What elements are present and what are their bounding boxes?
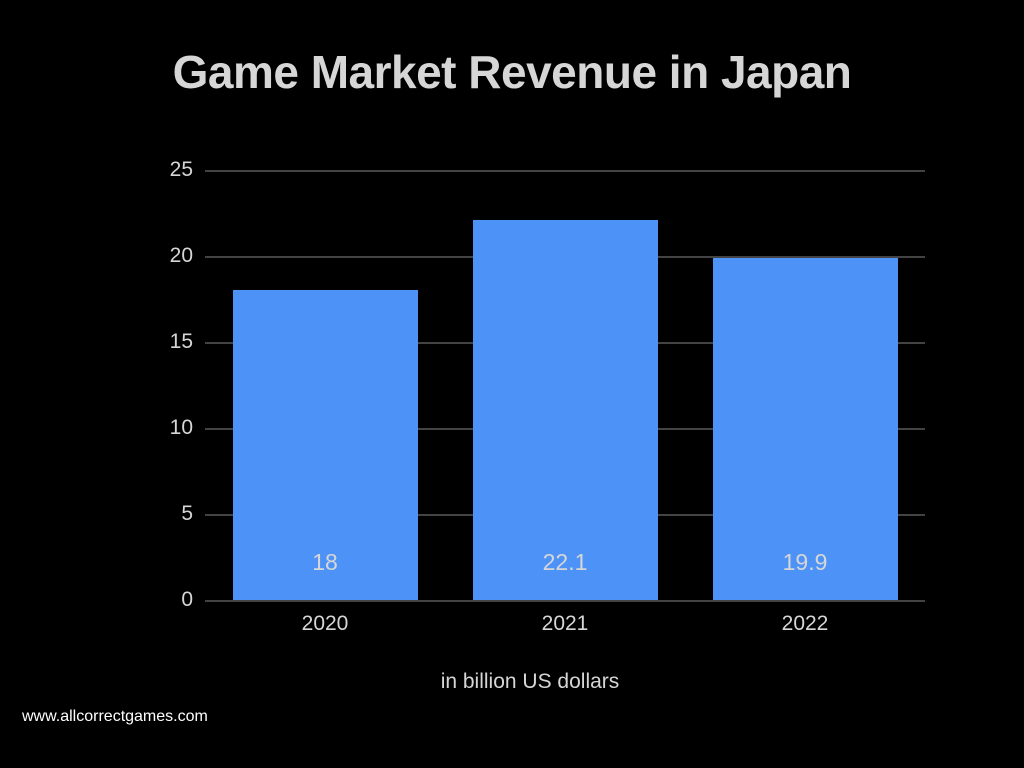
y-tick-0: 0 — [143, 588, 193, 612]
plot-area: 18 22.1 19.9 — [205, 170, 925, 600]
gridline-0 — [205, 600, 925, 602]
x-tick-2022: 2022 — [713, 612, 898, 636]
y-tick-20: 20 — [143, 244, 193, 268]
x-axis-label: in billion US dollars — [135, 670, 925, 694]
bar-value-2020: 18 — [312, 549, 338, 600]
bars-row: 18 22.1 19.9 — [205, 170, 925, 600]
y-tick-25: 25 — [143, 158, 193, 182]
y-tick-15: 15 — [143, 330, 193, 354]
x-tick-2021: 2021 — [473, 612, 658, 636]
chart-container: 18 22.1 19.9 25 20 15 10 5 0 2020 2021 2… — [135, 170, 925, 640]
bar-slot-2022: 19.9 — [713, 258, 898, 600]
bar-value-2021: 22.1 — [543, 549, 588, 600]
bar-2020: 18 — [233, 290, 418, 600]
x-tick-2020: 2020 — [233, 612, 418, 636]
bar-slot-2021: 22.1 — [473, 220, 658, 600]
source-text: www.allcorrectgames.com — [22, 708, 208, 726]
bar-2022: 19.9 — [713, 258, 898, 600]
y-tick-10: 10 — [143, 416, 193, 440]
bar-value-2022: 19.9 — [783, 549, 828, 600]
y-tick-5: 5 — [143, 502, 193, 526]
bar-2021: 22.1 — [473, 220, 658, 600]
x-tick-labels: 2020 2021 2022 — [205, 612, 925, 636]
chart-title: Game Market Revenue in Japan — [0, 0, 1024, 99]
bar-slot-2020: 18 — [233, 290, 418, 600]
